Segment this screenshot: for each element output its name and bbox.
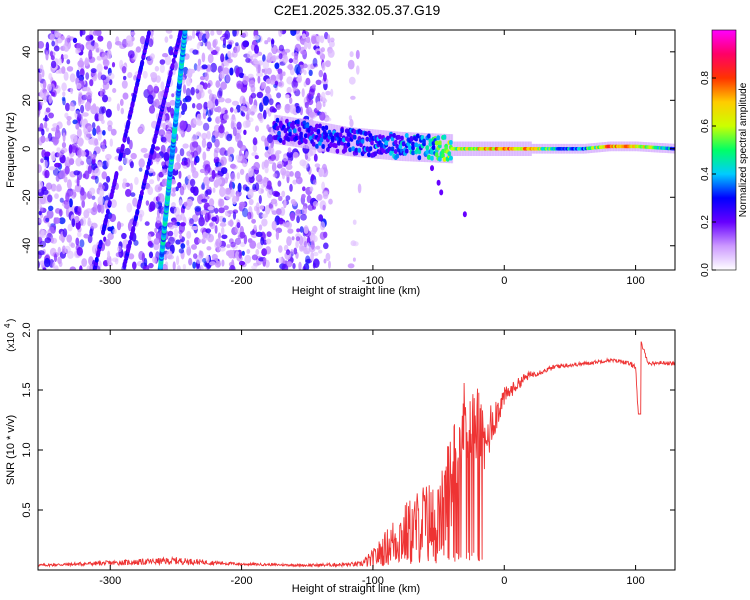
diagonal-track — [92, 30, 151, 270]
y-axis-label: Frequency (Hz) — [5, 112, 17, 188]
spectrogram-image — [38, 30, 675, 270]
y-tick-label: 1.0 — [21, 442, 33, 457]
x-axis-label: Height of straight line (km) — [292, 285, 420, 297]
central-band — [272, 114, 675, 218]
colorbar-tick-label: 0.8 — [700, 71, 711, 85]
y-scale-base: (x10 — [6, 332, 17, 352]
x-axis-label: Height of straight line (km) — [292, 583, 420, 595]
diagonal-track — [122, 30, 183, 268]
y-tick-label: 0.5 — [21, 502, 33, 517]
x-tick-label: 100 — [626, 275, 644, 287]
snr-plot-area — [38, 341, 675, 569]
colorbar-label: Normalized spectral amplitude — [738, 82, 749, 217]
x-tick-label: -300 — [99, 275, 121, 287]
y-tick-label: -20 — [21, 189, 33, 205]
snr-series-line — [38, 341, 675, 569]
x-tick-label: -100 — [362, 275, 384, 287]
y-scale-factor: (x10 4) — [3, 319, 17, 352]
x-tick-label: -100 — [362, 575, 384, 587]
colorbar-tick-label: 0.4 — [700, 167, 711, 181]
y-tick-label: 0 — [21, 146, 33, 152]
y-tick-label: -40 — [21, 238, 33, 254]
colorbar-scale — [711, 29, 737, 271]
diagonal-track — [157, 30, 188, 270]
x-tick-label: 100 — [626, 575, 644, 587]
spectrogram-frame — [37, 29, 676, 271]
y-tick-label: 2.0 — [21, 322, 33, 337]
y-tick-label: 40 — [21, 46, 33, 58]
x-tick-label: -300 — [99, 575, 121, 587]
x-tick-label: 0 — [501, 275, 507, 287]
colorbar: 0.0 0.2 0.4 0.6 0.8 Normalized spectral ampli… — [700, 29, 749, 277]
y-scale-close: ) — [6, 319, 17, 322]
y-axis-label: SNR (10 * v/v) — [5, 415, 17, 485]
colorbar-tick-label: 0.2 — [700, 215, 711, 229]
y-scale-exponent: 4 — [3, 323, 12, 328]
x-tick-label: -200 — [231, 275, 253, 287]
colorbar-tick-label: 0.6 — [700, 119, 711, 133]
snr-panel: -300 -200 -100 0 100 0.5 1.0 1.5 2.0 Height of st… — [3, 319, 676, 595]
background-noise — [38, 30, 362, 270]
figure-title: C2E1.2025.332.05.37.G19 — [274, 2, 441, 18]
x-tick-label: -200 — [231, 575, 253, 587]
snr-frame — [37, 329, 676, 571]
y-tick-label: 1.5 — [21, 382, 33, 397]
colorbar-tick-label: 0.0 — [700, 263, 711, 277]
y-tick-label: 20 — [21, 94, 33, 106]
x-tick-label: 0 — [501, 575, 507, 587]
